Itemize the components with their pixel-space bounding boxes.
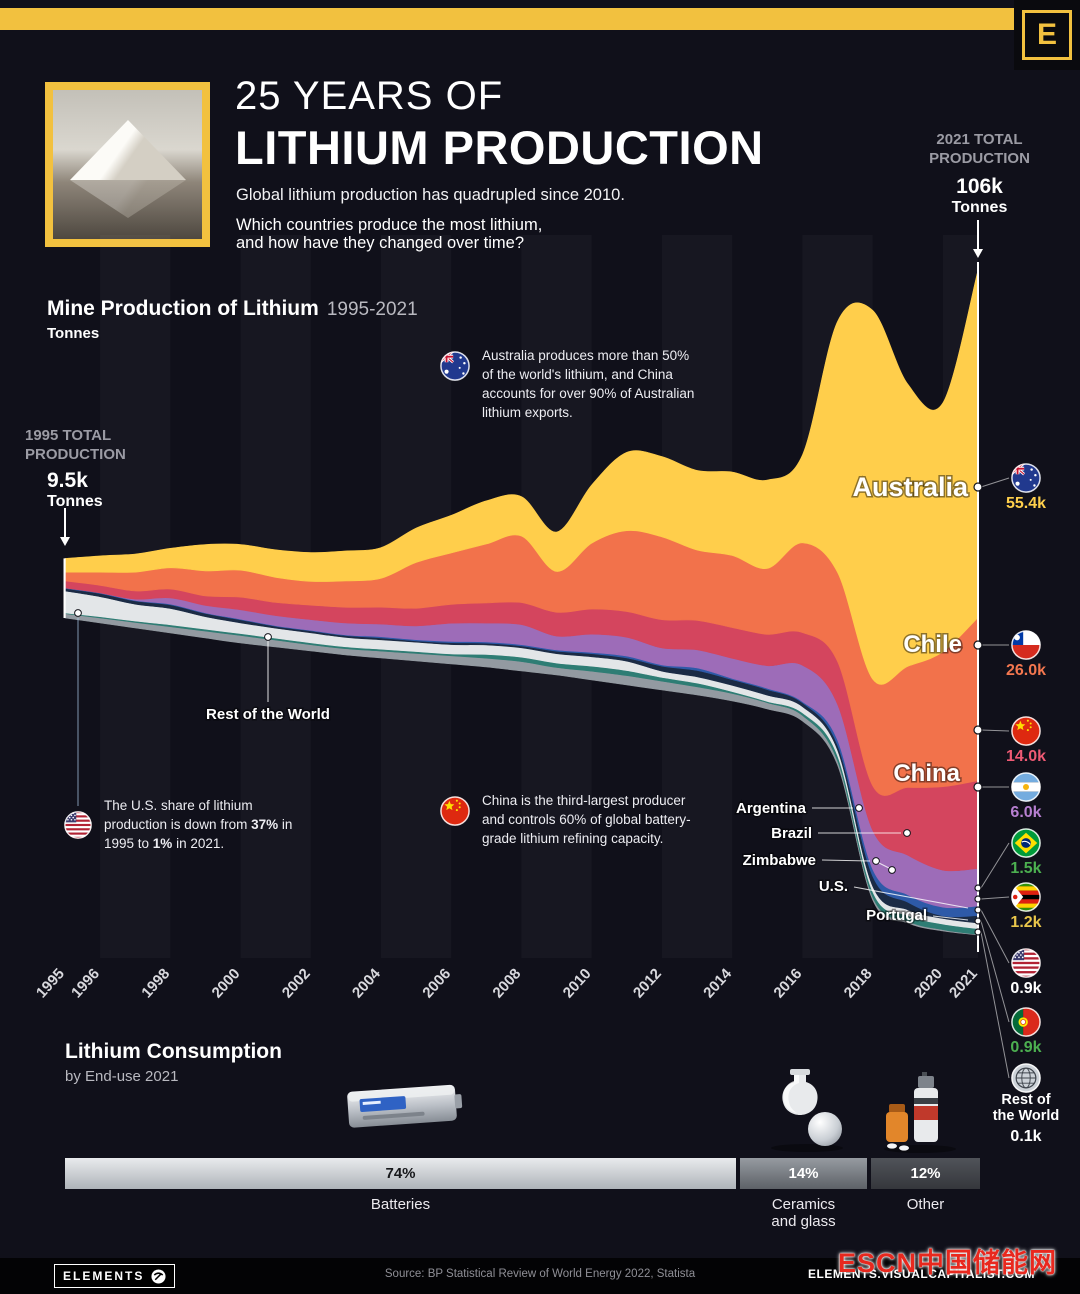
total-1995-label1: 1995 TOTAL — [25, 427, 112, 444]
lithium-photo-frame — [45, 82, 210, 247]
legend-connectors — [973, 477, 1010, 1079]
chart-callouts: Australia Chile China Rest of the World Arge… — [74, 471, 970, 926]
chart-label-rest-of-world: Rest of the World — [206, 706, 330, 723]
other-products-icon — [884, 1072, 956, 1153]
total-1995-block: 1995 TOTAL PRODUCTION 9.5k Tonnes — [25, 427, 145, 511]
subtitle: Global lithium production has quadrupled… — [236, 186, 625, 204]
chart-label-australia: Australia — [852, 472, 969, 502]
question-line1: Which countries produce the most lithium… — [236, 216, 543, 234]
us-note-b1: 37% — [251, 817, 279, 833]
consumption-segment-2: 12% — [871, 1158, 980, 1189]
australia-note: Australia produces more than 50% of the … — [482, 348, 695, 421]
elements-footer-logo: ELEMENTS — [54, 1264, 176, 1288]
consumption-title: Lithium Consumption — [65, 1040, 282, 1063]
china-note: China is the third-largest producer and … — [482, 793, 691, 847]
consumption-label-0: Batteries — [370, 1196, 431, 1213]
consumption-segment-1: 14% — [740, 1158, 867, 1189]
chart-label-chile: Chile — [903, 631, 962, 658]
x-tick-2021: 2021 — [946, 965, 981, 1001]
x-tick-2002: 2002 — [279, 965, 314, 1001]
x-tick-2020: 2020 — [911, 965, 946, 1001]
x-tick-1995: 1995 — [33, 965, 68, 1001]
consumption-bar-labels: Batteries Ceramics and glass Other — [65, 1196, 980, 1256]
footer-brand-text: ELEMENTS — [63, 1269, 145, 1283]
us-note: The U.S. share of lithium production is … — [104, 796, 318, 853]
us-note-p3: in 2021. — [172, 836, 225, 852]
consumption-pct-2: 12% — [910, 1165, 941, 1182]
total-1995-label2: PRODUCTION — [25, 445, 126, 463]
lithium-photo — [53, 90, 202, 239]
chart-unit-label: Tonnes — [47, 325, 100, 342]
ceramics-icon — [771, 1069, 843, 1152]
x-tick-2014: 2014 — [700, 965, 735, 1002]
consumption-bar: 74% 14% 12% — [65, 1158, 980, 1189]
chart-title-text: Mine Production of Lithium — [47, 297, 319, 320]
chart-label-us: U.S. — [819, 878, 848, 895]
elements-logo-letter: E — [1022, 10, 1072, 60]
elements-logo-badge: E — [1014, 0, 1080, 70]
total-2021-unit: Tonnes — [951, 198, 1008, 216]
x-tick-2012: 2012 — [630, 965, 665, 1001]
question-line2: and how have they changed over time? — [236, 234, 525, 252]
consumption-label-1: Ceramics and glass — [771, 1196, 836, 1230]
title-line2: LITHIUM PRODUCTION — [235, 121, 764, 174]
total-1995-unit: Tonnes — [47, 492, 103, 510]
area-au — [64, 270, 979, 685]
us-note-p1: The U.S. share of lithium production is … — [104, 798, 253, 833]
x-tick-2004: 2004 — [349, 965, 384, 1002]
chart-label-argentina: Argentina — [736, 800, 807, 817]
australia-flag-icon — [440, 351, 470, 381]
consumption-pct-1: 14% — [788, 1165, 819, 1182]
battery-icon — [347, 1084, 463, 1128]
footer-bar: ELEMENTS Source: BP Statistical Review o… — [0, 1258, 1080, 1294]
edge-1995-tick — [63, 558, 66, 618]
consumption-segment-0: 74% — [65, 1158, 736, 1189]
chart-title: Mine Production of Lithium 1995-2021 — [47, 297, 418, 321]
edge-2021-line — [977, 262, 979, 952]
total-1995-value: 9.5k — [47, 468, 88, 492]
chart-label-portugal: Portugal — [866, 907, 927, 924]
escn-watermark: ESCN中国储能网 — [838, 1248, 1058, 1278]
x-tick-2006: 2006 — [419, 965, 454, 1001]
chart-title-range: 1995-2021 — [326, 299, 418, 320]
source-text: Source: BP Statistical Review of World E… — [384, 1268, 696, 1280]
chart-label-zimbabwe: Zimbabwe — [743, 852, 816, 869]
x-tick-2016: 2016 — [770, 965, 805, 1001]
chart-label-brazil: Brazil — [771, 825, 812, 842]
consumption-label-2: Other — [906, 1196, 945, 1213]
total-2021-block: 2021 TOTAL PRODUCTION 106k Tonnes — [922, 131, 1037, 217]
chart-label-china: China — [893, 760, 960, 787]
china-flag-icon — [440, 796, 470, 826]
total-2021-label2: PRODUCTION — [929, 149, 1030, 167]
total-2021-label1: 2021 TOTAL — [936, 131, 1023, 148]
us-note-b2: 1% — [152, 836, 173, 852]
x-tick-2008: 2008 — [490, 965, 525, 1001]
x-tick-2010: 2010 — [560, 965, 595, 1001]
x-tick-2000: 2000 — [209, 965, 244, 1001]
consumption-pct-0: 74% — [385, 1165, 416, 1182]
x-tick-1998: 1998 — [138, 965, 173, 1001]
us-flag-icon — [64, 811, 92, 839]
area-layers — [64, 270, 979, 936]
x-tick-1996: 1996 — [68, 965, 103, 1001]
x-axis-ticks: 1995 1996 1998 2000 2002 2004 2006 2008 2010 2012… — [33, 965, 981, 1002]
top-accent-bar — [0, 8, 1080, 30]
title-line1: 25 YEARS OF — [235, 74, 504, 118]
total-2021-value: 106k — [956, 174, 1003, 198]
consumption-subtitle: by End-use 2021 — [65, 1068, 179, 1085]
us-note-p2: in 1995 to — [104, 817, 293, 852]
site-url: ELEMENTS.VISUALCAPITALIST.COM — [808, 1267, 1035, 1281]
x-tick-2018: 2018 — [841, 965, 876, 1001]
pickaxe-icon — [151, 1268, 166, 1284]
